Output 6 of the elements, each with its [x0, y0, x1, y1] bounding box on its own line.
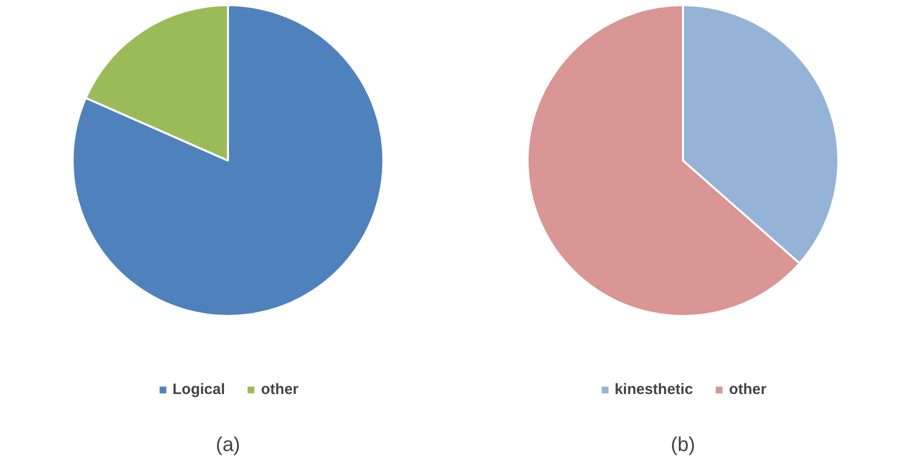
legend-label: other: [728, 381, 766, 398]
text: (a): [216, 434, 240, 456]
text: (b): [670, 434, 696, 456]
legend-label: kinesthetic: [614, 381, 693, 398]
legend-label: Logical: [172, 381, 226, 398]
legend-label: other: [261, 381, 299, 398]
